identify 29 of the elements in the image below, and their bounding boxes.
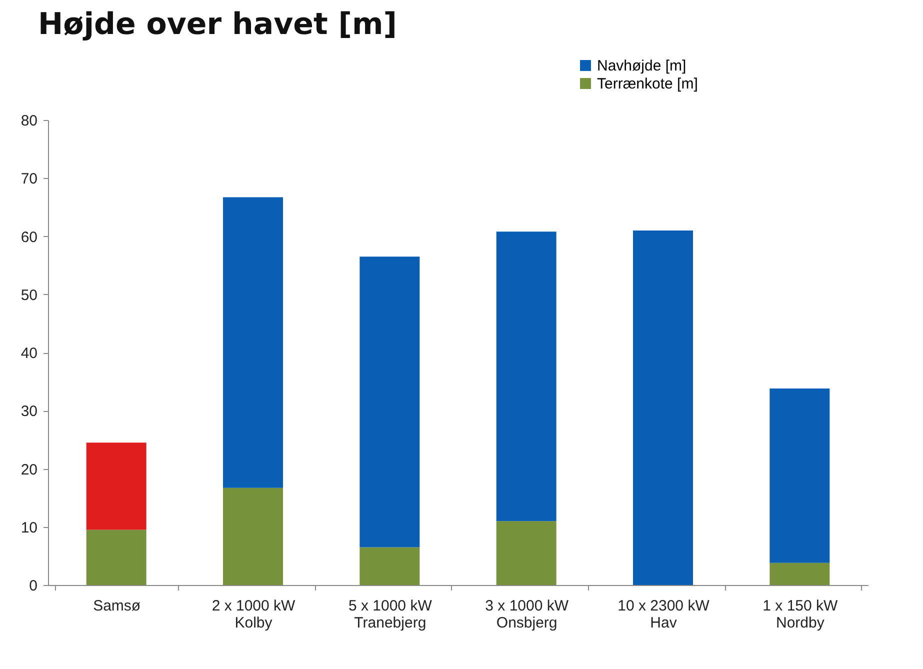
bar — [360, 547, 420, 585]
legend-label: Navhøjde [m] — [597, 58, 686, 74]
bar — [770, 388, 830, 563]
y-tick-label: 20 — [20, 461, 38, 478]
y-tick-label: 80 — [20, 112, 38, 130]
bar — [360, 256, 420, 548]
bar — [223, 488, 283, 585]
legend-label: Terrænkote [m] — [597, 76, 698, 92]
y-tick-label: 60 — [20, 228, 38, 246]
y-tick-label: 10 — [20, 519, 38, 536]
x-tick-label: 3 x 1000 kW Onsbjerg — [485, 598, 570, 632]
y-tick-label: 30 — [20, 403, 38, 420]
y-tick-label: 40 — [20, 345, 38, 362]
bar — [86, 530, 146, 585]
x-tick-label: 10 x 2300 kW Hav — [618, 598, 710, 632]
bar — [496, 521, 556, 585]
bar — [223, 197, 283, 488]
chart-title: Højde over havet [m] — [38, 7, 397, 42]
bar — [496, 232, 556, 522]
bar — [770, 562, 830, 585]
bar — [86, 442, 146, 530]
y-tick-label: 70 — [20, 170, 38, 188]
y-tick-label: 0 — [29, 578, 38, 594]
x-tick-label: 2 x 1000 kW Kolby — [212, 598, 296, 632]
y-tick-label: 50 — [20, 286, 38, 304]
x-tick-label: Samsø — [93, 598, 141, 614]
bar — [633, 230, 693, 585]
x-tick-label: 1 x 150 kW Nordby — [762, 598, 839, 632]
x-tick-label: 5 x 1000 kW Tranebjerg — [348, 598, 433, 632]
